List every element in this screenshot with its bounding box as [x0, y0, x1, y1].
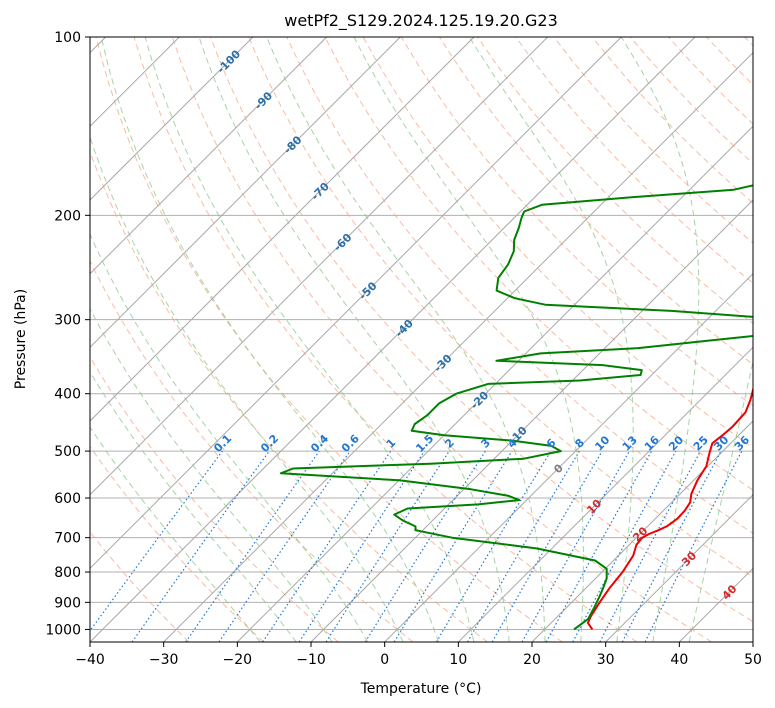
x-tick-label: 10 — [449, 652, 467, 668]
y-axis-label: Pressure (hPa) — [13, 289, 29, 389]
x-tick-label: −40 — [75, 652, 105, 668]
y-tick-label: 500 — [54, 444, 81, 460]
x-tick-label: −10 — [296, 652, 326, 668]
y-tick-label: 600 — [54, 491, 81, 507]
x-tick-label: 30 — [597, 652, 615, 668]
y-tick-label: 1000 — [45, 622, 81, 638]
x-tick-label: 40 — [670, 652, 688, 668]
y-tick-label: 100 — [54, 30, 81, 46]
y-tick-label: 800 — [54, 565, 81, 581]
x-tick-label: −20 — [223, 652, 253, 668]
x-tick-label: 0 — [380, 652, 389, 668]
y-tick-label: 200 — [54, 208, 81, 224]
y-tick-label: 900 — [54, 595, 81, 611]
y-tick-label: 400 — [54, 387, 81, 403]
y-tick-label: 300 — [54, 313, 81, 329]
x-tick-label: 20 — [523, 652, 541, 668]
chart-title: wetPf2_S129.2024.125.19.20.G23 — [284, 11, 558, 31]
y-tick-label: 700 — [54, 531, 81, 547]
x-axis-label: Temperature (°C) — [360, 681, 482, 697]
x-tick-label: −30 — [149, 652, 179, 668]
x-tick-label: 50 — [744, 652, 762, 668]
